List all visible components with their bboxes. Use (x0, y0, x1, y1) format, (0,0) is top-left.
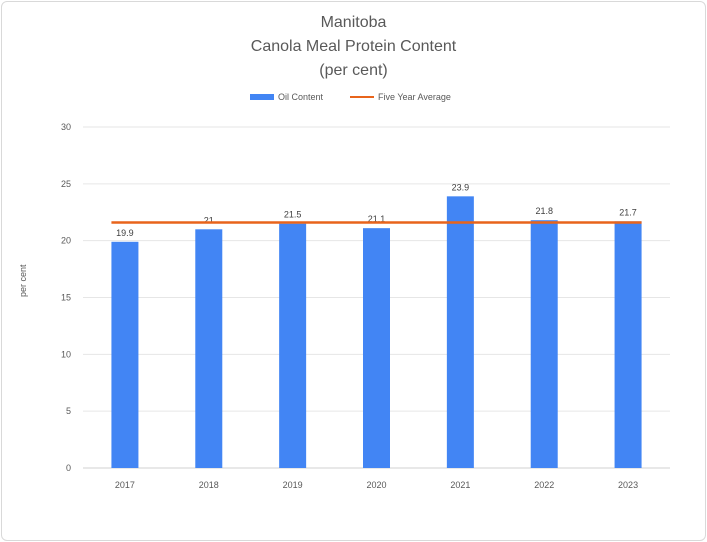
x-tick-label: 2022 (534, 480, 554, 490)
data-label: 23.9 (452, 182, 470, 192)
y-tick-label: 15 (61, 293, 71, 303)
chart-title-line-2: Canola Meal Protein Content (250, 38, 457, 55)
y-tick-label: 5 (66, 406, 71, 416)
data-label: 21.5 (284, 210, 302, 220)
data-label: 21.1 (368, 214, 386, 224)
data-label: 21.7 (619, 207, 637, 217)
chart-title-line-1: Manitoba (320, 14, 387, 31)
data-label: 21.8 (535, 206, 553, 216)
x-tick-label: 2023 (618, 480, 638, 490)
x-tick-label: 2019 (283, 480, 303, 490)
x-tick-label: 2021 (450, 480, 470, 490)
x-tick-label: 2017 (115, 480, 135, 490)
chart-legend: Oil Content Five Year Average (0, 92, 707, 106)
bar (614, 221, 642, 468)
bar (363, 228, 390, 468)
x-tick-label: 2018 (199, 480, 219, 490)
y-tick-label: 25 (61, 179, 71, 189)
legend-swatch-bar (250, 94, 274, 100)
bar (530, 220, 558, 468)
y-tick-label: 10 (61, 349, 71, 359)
bar (195, 229, 223, 468)
legend-label-five-year-average: Five Year Average (378, 92, 451, 102)
data-label: 19.9 (116, 228, 134, 238)
bar (111, 241, 139, 468)
data-label: 21 (204, 215, 214, 225)
legend-item-oil-content: Oil Content (250, 92, 323, 102)
legend-label-oil-content: Oil Content (278, 92, 324, 102)
bar (279, 223, 307, 468)
bar (446, 196, 474, 468)
y-tick-label: 20 (61, 236, 71, 246)
y-tick-label: 30 (61, 122, 71, 132)
chart-title-line-3: (per cent) (319, 62, 388, 79)
legend-swatch-line (350, 96, 374, 98)
x-tick-label: 2020 (366, 480, 386, 490)
legend-item-five-year-average: Five Year Average (350, 92, 451, 102)
y-tick-label: 0 (66, 463, 71, 473)
